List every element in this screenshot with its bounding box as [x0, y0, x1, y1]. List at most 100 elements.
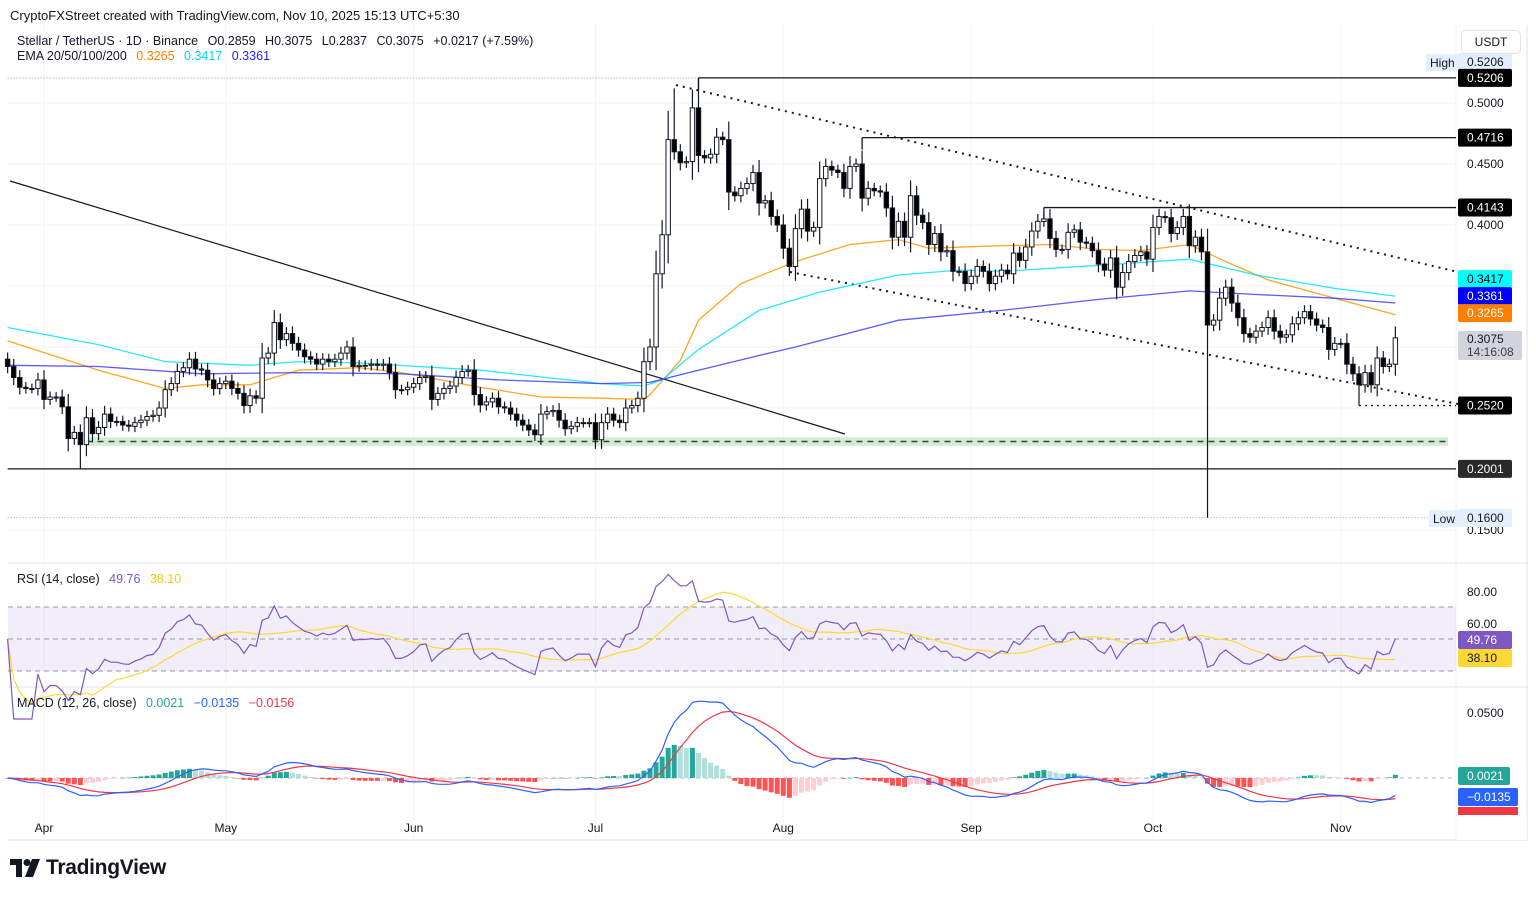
candle-up[interactable] — [998, 269, 1005, 277]
candle-down[interactable] — [1053, 237, 1059, 250]
candle-down[interactable] — [1229, 286, 1235, 304]
candle-up[interactable] — [344, 346, 350, 354]
candle-down[interactable] — [295, 342, 302, 351]
candle-down[interactable] — [883, 191, 890, 209]
candle-down[interactable] — [235, 387, 241, 394]
candle-down[interactable] — [1101, 263, 1108, 271]
candle-down[interactable] — [1089, 242, 1096, 252]
candle-up[interactable] — [489, 397, 496, 403]
candle-up[interactable] — [744, 183, 750, 189]
candle-up[interactable] — [356, 364, 362, 368]
candle-up[interactable] — [580, 422, 587, 425]
candle-up[interactable] — [641, 361, 647, 399]
candle-up[interactable] — [853, 163, 859, 167]
candle-up[interactable] — [150, 414, 156, 418]
candle-up[interactable] — [1174, 226, 1180, 235]
candle-down[interactable] — [1198, 236, 1205, 253]
candle-down[interactable] — [241, 392, 247, 407]
candle-up[interactable] — [1210, 319, 1217, 326]
candle-up[interactable] — [1156, 215, 1162, 228]
candle-up[interactable] — [447, 385, 453, 389]
candle-up[interactable] — [865, 187, 871, 199]
ema-line-1[interactable] — [7, 258, 1396, 387]
candle-up[interactable] — [259, 357, 265, 399]
candle-up[interactable] — [332, 358, 338, 363]
symbol-name[interactable]: Stellar / TetherUS · 1D · Binance — [17, 34, 199, 48]
candle-up[interactable] — [798, 208, 805, 230]
candle-down[interactable] — [1326, 326, 1332, 350]
candle-up[interactable] — [114, 420, 120, 423]
candle-down[interactable] — [1004, 269, 1011, 275]
candle-up[interactable] — [1041, 218, 1047, 222]
candle-down[interactable] — [11, 366, 17, 378]
candle-down[interactable] — [1016, 252, 1023, 261]
candle-up[interactable] — [974, 265, 980, 277]
candle-up[interactable] — [550, 409, 556, 413]
candle-down[interactable] — [1277, 330, 1283, 338]
candle-down[interactable] — [701, 154, 708, 159]
candle-down[interactable] — [786, 247, 793, 267]
candle-up[interactable] — [1392, 337, 1399, 365]
candle-up[interactable] — [574, 422, 580, 427]
candle-up[interactable] — [1010, 252, 1017, 275]
rsi-signal-line[interactable] — [7, 591, 1396, 704]
candle-up[interactable] — [47, 396, 53, 400]
candle-down[interactable] — [980, 265, 986, 272]
candle-up[interactable] — [138, 419, 144, 424]
candle-down[interactable] — [889, 207, 896, 238]
candle-down[interactable] — [1368, 372, 1374, 386]
candle-down[interactable] — [1168, 217, 1174, 235]
candle-up[interactable] — [689, 107, 696, 163]
candle-up[interactable] — [1035, 220, 1041, 232]
candle-down[interactable] — [950, 250, 956, 272]
candle-down[interactable] — [768, 200, 774, 217]
ema-legend[interactable]: EMA 20/50/100/200 0.3265 0.3417 0.3361 — [17, 49, 270, 63]
ema-line-2[interactable] — [7, 290, 1396, 385]
candle-down[interactable] — [495, 397, 502, 408]
candle-up[interactable] — [162, 389, 168, 409]
candle-up[interactable] — [423, 375, 429, 378]
rsi-legend[interactable]: RSI (14, close) 49.76 38.10 — [17, 572, 181, 586]
candle-down[interactable] — [507, 407, 514, 415]
candle-up[interactable] — [380, 363, 387, 366]
candle-up[interactable] — [144, 416, 150, 421]
candle-up[interactable] — [83, 417, 90, 446]
candle-down[interactable] — [17, 377, 23, 388]
candle-up[interactable] — [156, 407, 162, 416]
candle-down[interactable] — [913, 195, 920, 216]
candle-down[interactable] — [1380, 357, 1386, 368]
candle-down[interactable] — [1047, 218, 1053, 239]
candle-up[interactable] — [823, 165, 829, 180]
candle-down[interactable] — [926, 222, 932, 246]
candle-up[interactable] — [265, 352, 271, 359]
candle-down[interactable] — [695, 107, 702, 156]
candle-up[interactable] — [968, 275, 974, 285]
candle-down[interactable] — [253, 395, 259, 399]
candle-down[interactable] — [1144, 251, 1150, 260]
candle-up[interactable] — [1265, 317, 1271, 328]
candle-up[interactable] — [992, 275, 999, 285]
candle-up[interactable] — [459, 370, 465, 378]
candle-down[interactable] — [1350, 363, 1356, 375]
candle-down[interactable] — [829, 165, 835, 171]
candle-up[interactable] — [217, 383, 223, 389]
candle-down[interactable] — [1162, 215, 1168, 219]
candle-down[interactable] — [429, 375, 435, 400]
candle-down[interactable] — [89, 417, 96, 435]
candle-down[interactable] — [920, 214, 926, 224]
candle-up[interactable] — [598, 422, 605, 441]
candle-down[interactable] — [471, 369, 477, 396]
candle-up[interactable] — [1065, 231, 1071, 250]
candle-down[interactable] — [210, 379, 217, 389]
candle-up[interactable] — [653, 273, 659, 348]
candle-up[interactable] — [907, 195, 914, 238]
candle-down[interactable] — [556, 409, 562, 421]
candle-up[interactable] — [635, 397, 641, 407]
candle-down[interactable] — [726, 139, 732, 193]
candle-down[interactable] — [532, 429, 538, 436]
candle-up[interactable] — [568, 425, 574, 430]
candle-up[interactable] — [186, 358, 193, 369]
candle-down[interactable] — [520, 419, 526, 426]
candle-up[interactable] — [398, 389, 405, 392]
